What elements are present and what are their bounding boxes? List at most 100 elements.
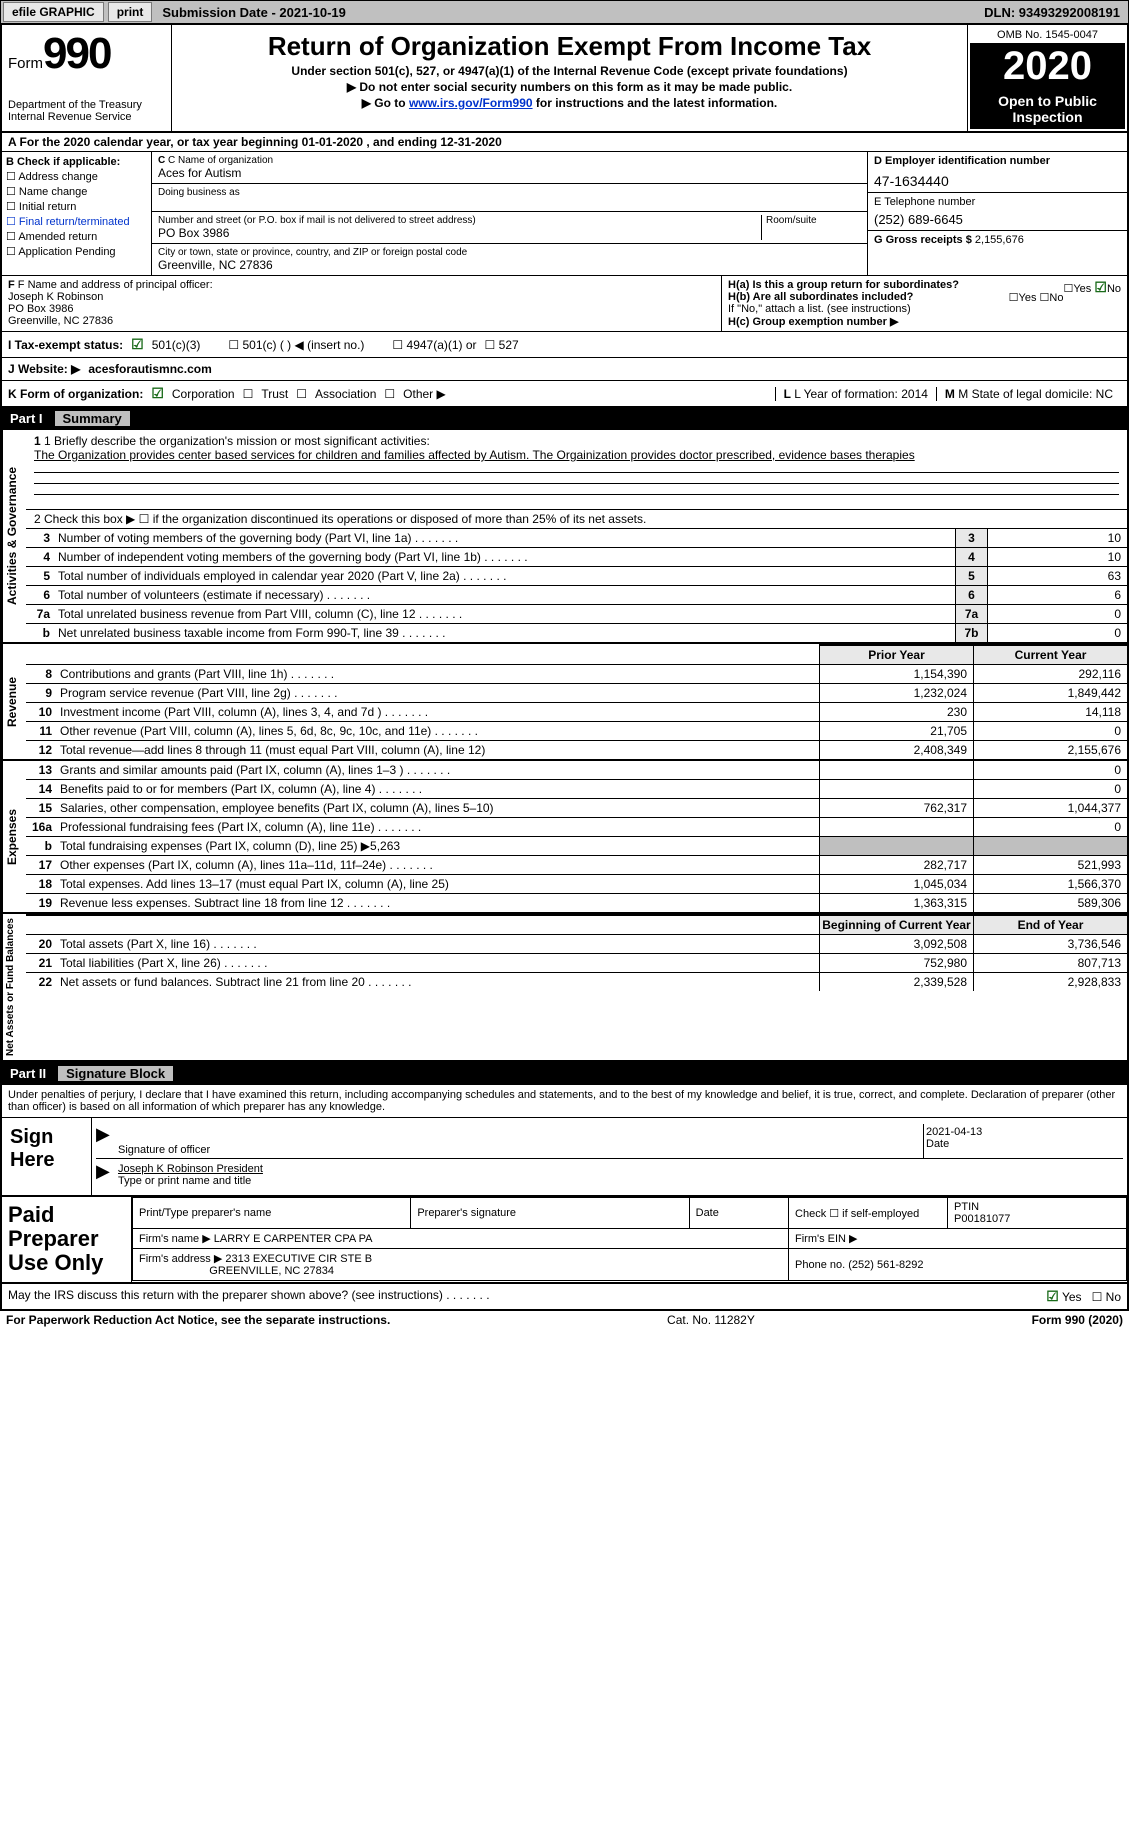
expenses-section: Expenses 13Grants and similar amounts pa… [0,761,1129,914]
footer-left: For Paperwork Reduction Act Notice, see … [6,1313,390,1327]
footer-right: Form 990 (2020) [1032,1313,1123,1327]
form-word: Form [8,55,43,72]
firm-phone: (252) 561-8292 [848,1259,923,1271]
line-15: 15Salaries, other compensation, employee… [26,799,1127,818]
ptin-value: P00181077 [954,1213,1010,1225]
efile-button[interactable]: efile GRAPHIC [3,2,104,22]
revenue-label: Revenue [2,644,26,759]
phone-cell: E Telephone number (252) 689-6645 [868,193,1127,231]
line-22: 22Net assets or fund balances. Subtract … [26,973,1127,991]
form-number: 990 [43,29,110,78]
status-label: I Tax-exempt status: [8,338,123,352]
firm-address-2: GREENVILLE, NC 27834 [209,1265,334,1277]
department-label: Department of the Treasury Internal Reve… [8,99,165,123]
website-value: acesforautismnc.com [88,362,211,376]
line-16b: bTotal fundraising expenses (Part IX, co… [26,837,1127,856]
discuss-row: May the IRS discuss this return with the… [0,1284,1129,1311]
governance-label: Activities & Governance [2,430,26,642]
form-header: Form990 Department of the Treasury Inter… [0,24,1129,133]
state-domicile: M M State of legal domicile: NC [936,387,1121,401]
line-18: 18Total expenses. Add lines 13–17 (must … [26,875,1127,894]
signature-date: 2021-04-13 [926,1126,982,1138]
form-subtitle-2: ▶ Do not enter social security numbers o… [180,80,959,94]
officer-addr2: Greenville, NC 27836 [8,315,715,327]
signature-declaration: Under penalties of perjury, I declare th… [0,1085,1129,1118]
form-title: Return of Organization Exempt From Incom… [180,31,959,62]
address-cell: Number and street (or P.O. box if mail i… [152,212,867,244]
phone-value: (252) 689-6645 [874,212,1121,227]
check-if-label: B Check if applicable: [6,156,147,168]
check-application-pending[interactable]: ☐ Application Pending [6,245,147,258]
gross-receipts: 2,155,676 [975,234,1024,246]
check-name-change[interactable]: ☐ Name change [6,185,147,198]
dba-cell: Doing business as [152,184,867,212]
line-7a: 7aTotal unrelated business revenue from … [26,605,1127,624]
discuss-text: May the IRS discuss this return with the… [8,1288,490,1305]
line-4: 4Number of independent voting members of… [26,548,1127,567]
check-initial-return[interactable]: ☐ Initial return [6,200,147,213]
omb-number: OMB No. 1545-0047 [970,27,1125,44]
year-formation: L L Year of formation: 2014 [775,387,936,401]
form-title-cell: Return of Organization Exempt From Incom… [172,25,967,131]
mission-text: The Organization provides center based s… [34,448,1119,462]
line-13: 13Grants and similar amounts paid (Part … [26,761,1127,780]
print-button[interactable]: print [108,2,153,22]
line-11: 11Other revenue (Part VIII, column (A), … [26,722,1127,741]
line-8: 8Contributions and grants (Part VIII, li… [26,665,1127,684]
gross-receipts-cell: G Gross receipts $ 2,155,676 [868,231,1127,275]
revenue-section: Revenue Prior Year Current Year 8Contrib… [0,644,1129,761]
korg-label: K Form of organization: [8,387,143,401]
officer-printed-name: Joseph K Robinson President [118,1163,263,1175]
line-16a: 16aProfessional fundraising fees (Part I… [26,818,1127,837]
officer-addr1: PO Box 3986 [8,303,715,315]
org-name-column: C C Name of organization Aces for Autism… [152,152,867,275]
line-5: 5Total number of individuals employed in… [26,567,1127,586]
ein-column: D Employer identification number 47-1634… [867,152,1127,275]
goto-suffix: for instructions and the latest informat… [533,96,778,110]
line-2: 2 Check this box ▶ ☐ if the organization… [26,510,1127,529]
revenue-col-headers: Prior Year Current Year [26,644,1127,665]
org-name: Aces for Autism [158,166,861,180]
ein-cell: D Employer identification number 47-1634… [868,152,1127,193]
check-final-return[interactable]: ☐ Final return/terminated [6,215,147,228]
officer-row: F F Name and address of principal office… [0,276,1129,332]
paid-preparer-row: Paid Preparer Use Only Print/Type prepar… [0,1197,1129,1284]
line-20: 20Total assets (Part X, line 16)3,092,50… [26,935,1127,954]
mission-block: 1 1 Briefly describe the organization's … [26,430,1127,510]
goto-prefix: ▶ Go to [362,96,409,110]
governance-section: Activities & Governance 1 1 Briefly desc… [0,430,1129,644]
form-number-cell: Form990 Department of the Treasury Inter… [2,25,172,131]
officer-name: Joseph K Robinson [8,291,715,303]
officer-cell: F F Name and address of principal office… [2,276,722,331]
firm-address-1: 2313 EXECUTIVE CIR STE B [225,1253,372,1265]
officer-signature-line: ▶ Signature of officer 2021-04-13Date [96,1124,1123,1159]
part-1-header: Part I Summary [0,407,1129,430]
h-group-cell: H(a) Is this a group return for subordin… [722,276,1127,331]
line-14: 14Benefits paid to or for members (Part … [26,780,1127,799]
h-note: If "No," attach a list. (see instruction… [728,303,1121,315]
page-footer: For Paperwork Reduction Act Notice, see … [0,1311,1129,1329]
check-amended-return[interactable]: ☐ Amended return [6,230,147,243]
line-9: 9Program service revenue (Part VIII, lin… [26,684,1127,703]
sign-here-row: Sign Here ▶ Signature of officer 2021-04… [0,1118,1129,1197]
year-cell: OMB No. 1545-0047 2020 Open to Public In… [967,25,1127,131]
check-corporation[interactable]: ☑ [151,385,164,402]
check-501c3[interactable]: ☑ [131,336,144,353]
top-bar: efile GRAPHIC print Submission Date - 20… [0,0,1129,24]
line-12: 12Total revenue—add lines 8 through 11 (… [26,741,1127,759]
org-city: Greenville, NC 27836 [158,258,861,272]
instructions-link[interactable]: www.irs.gov/Form990 [409,96,533,110]
form-of-org-row: K Form of organization: ☑ Corporation ☐ … [0,381,1129,407]
dln: DLN: 93493292008191 [976,5,1128,20]
footer-cat-no: Cat. No. 11282Y [667,1313,755,1327]
firm-name: LARRY E CARPENTER CPA PA [214,1233,373,1245]
discuss-yes-check[interactable]: ☑ [1046,1288,1059,1304]
tax-period: A For the 2020 calendar year, or tax yea… [0,133,1129,152]
tax-year: 2020 [970,44,1125,89]
website-label: J Website: ▶ [8,362,80,376]
open-inspection: Open to Public Inspection [970,89,1125,129]
line-7b: bNet unrelated business taxable income f… [26,624,1127,642]
officer-name-line: ▶ Joseph K Robinson PresidentType or pri… [96,1161,1123,1189]
check-address-change[interactable]: ☐ Address change [6,170,147,183]
line-3: 3Number of voting members of the governi… [26,529,1127,548]
